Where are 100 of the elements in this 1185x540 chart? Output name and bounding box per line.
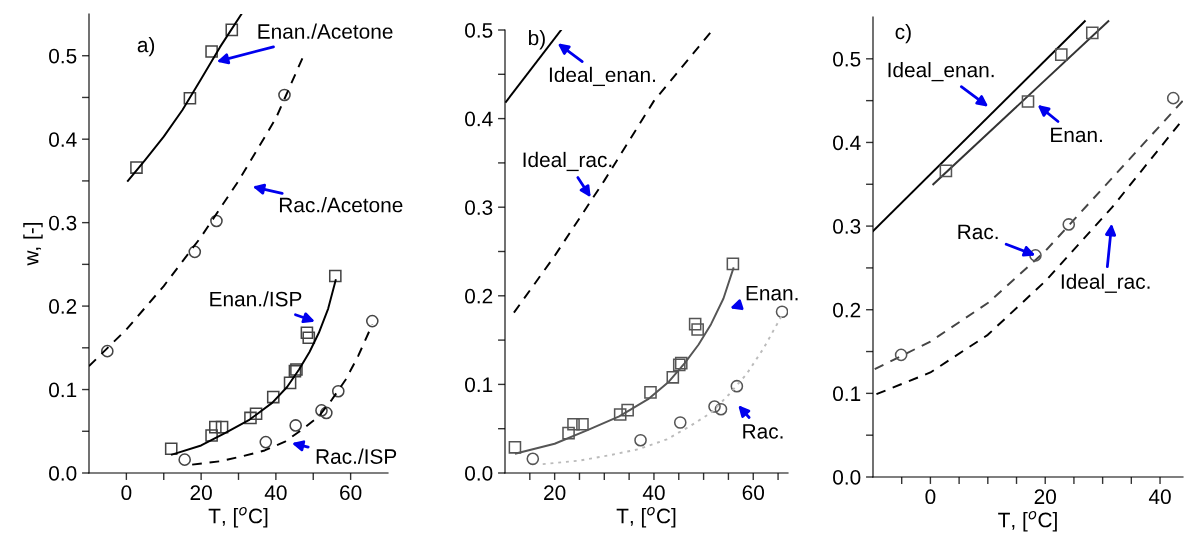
point bbox=[691, 323, 704, 336]
point bbox=[634, 433, 647, 447]
annotation: Rac./Acetone bbox=[279, 197, 403, 213]
text: a) bbox=[137, 36, 155, 57]
y-tick-label: 0.2 bbox=[49, 299, 77, 314]
y-tick-label: 0.4 bbox=[833, 135, 861, 151]
y-tick-label: 0.3 bbox=[833, 219, 861, 234]
point bbox=[244, 411, 257, 425]
point bbox=[300, 326, 314, 340]
point bbox=[708, 400, 721, 413]
point bbox=[1085, 26, 1099, 40]
point bbox=[726, 257, 740, 271]
point bbox=[209, 420, 222, 434]
annotation: Rac./ISP bbox=[316, 448, 397, 464]
annotation: Rac. bbox=[958, 224, 998, 240]
point bbox=[714, 402, 728, 416]
x-tick-label: 60 bbox=[742, 485, 765, 501]
point bbox=[259, 435, 273, 449]
point bbox=[210, 214, 223, 228]
point bbox=[215, 420, 229, 434]
line-series bbox=[512, 30, 714, 314]
chart-title: b) bbox=[528, 30, 545, 50]
point bbox=[526, 452, 540, 466]
point bbox=[1029, 249, 1042, 262]
annotation: Ideal_rac. bbox=[523, 151, 612, 172]
point bbox=[688, 317, 702, 331]
y-tick-label: 0.2 bbox=[833, 302, 861, 318]
y-tick-label: 0.0 bbox=[49, 466, 77, 481]
x-tick-label: 40 bbox=[1148, 489, 1171, 505]
y-axis-title: w, [-] bbox=[23, 222, 43, 266]
point bbox=[100, 344, 114, 358]
x-tick-label: 0 bbox=[925, 489, 936, 505]
annotation: Ideal_rac. bbox=[1061, 273, 1150, 293]
point bbox=[939, 164, 953, 178]
point bbox=[894, 348, 908, 362]
point bbox=[278, 88, 291, 102]
point bbox=[225, 23, 239, 37]
point bbox=[205, 429, 218, 442]
point bbox=[289, 419, 303, 432]
y-tick-label: 0.2 bbox=[465, 288, 493, 304]
y-tick-label: 0.1 bbox=[833, 386, 861, 402]
point bbox=[249, 407, 263, 421]
point bbox=[613, 408, 627, 421]
x-axis-title: T, [$^{o}$C] bbox=[616, 507, 676, 528]
point bbox=[178, 453, 192, 466]
x-tick-label: 0 bbox=[121, 485, 132, 501]
y-tick-label: 0.1 bbox=[465, 377, 493, 393]
y-tick-label: 0.5 bbox=[833, 51, 861, 67]
point bbox=[576, 417, 589, 431]
line-series bbox=[873, 99, 1183, 371]
point bbox=[188, 245, 202, 259]
point bbox=[283, 376, 297, 390]
x-tick-label: 40 bbox=[264, 485, 287, 501]
point bbox=[328, 269, 342, 283]
point bbox=[320, 406, 333, 420]
annotation: Ideal_enan. bbox=[549, 66, 656, 87]
point bbox=[164, 442, 178, 456]
point bbox=[183, 91, 197, 105]
point bbox=[331, 384, 345, 398]
x-tick-label: 20 bbox=[1034, 489, 1056, 505]
y-tick-label: 0.3 bbox=[49, 215, 77, 231]
point bbox=[266, 390, 280, 404]
point bbox=[1054, 48, 1068, 61]
y-tick-label: 0.4 bbox=[49, 132, 77, 147]
x-tick-label: 40 bbox=[642, 485, 665, 501]
chart-title: c) bbox=[895, 23, 911, 44]
point bbox=[315, 404, 328, 417]
line-series bbox=[126, 14, 243, 182]
annotation: Rac. bbox=[743, 424, 783, 439]
annotation: Enan./Acetone bbox=[258, 23, 393, 39]
point bbox=[1021, 95, 1035, 108]
annotation: Enan. bbox=[746, 285, 798, 301]
point bbox=[1062, 218, 1076, 231]
point bbox=[775, 305, 788, 319]
y-tick-label: 0.0 bbox=[465, 466, 493, 481]
annotation: Ideal_enan. bbox=[888, 62, 994, 82]
point bbox=[644, 386, 657, 399]
x-tick-label: 20 bbox=[544, 485, 566, 501]
y-tick-label: 0.5 bbox=[465, 23, 493, 38]
point bbox=[130, 161, 143, 174]
x-axis-title: T, [$^{o}$C] bbox=[208, 507, 268, 528]
point bbox=[205, 45, 218, 58]
y-tick-label: 0.3 bbox=[465, 200, 493, 215]
y-tick-label: 0.1 bbox=[49, 382, 77, 398]
point bbox=[1166, 91, 1180, 105]
x-axis-title: T, [$^{o}$C] bbox=[998, 511, 1057, 532]
y-tick-label: 0.5 bbox=[49, 48, 77, 64]
point bbox=[508, 440, 522, 454]
annotation: Enan. bbox=[1051, 127, 1102, 143]
annotation: Enan./ISP bbox=[210, 291, 302, 307]
x-tick-label: 60 bbox=[340, 485, 362, 501]
x-tick-label: 20 bbox=[190, 485, 212, 501]
point bbox=[673, 416, 687, 429]
point bbox=[730, 379, 744, 393]
point bbox=[562, 426, 575, 440]
point bbox=[567, 417, 580, 431]
point bbox=[666, 370, 680, 384]
point bbox=[365, 314, 379, 328]
point bbox=[621, 403, 634, 417]
y-tick-label: 0.4 bbox=[465, 111, 493, 127]
